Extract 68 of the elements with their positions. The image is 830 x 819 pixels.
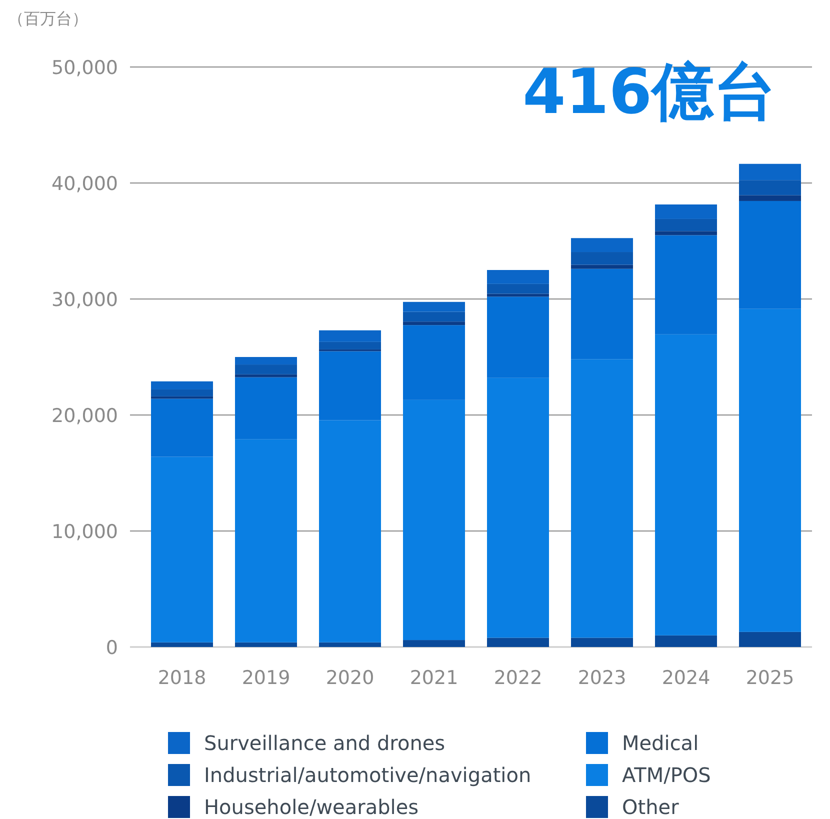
bar <box>655 635 717 647</box>
bar <box>403 322 465 326</box>
bar <box>403 400 465 640</box>
bar <box>319 642 381 647</box>
bar <box>739 632 801 647</box>
y-tick-label: 10,000 <box>52 521 118 543</box>
bar <box>319 330 381 342</box>
bar <box>151 642 213 647</box>
bar <box>655 204 717 219</box>
bar <box>571 238 633 252</box>
bar <box>235 377 297 440</box>
legend-label: Other <box>622 795 680 819</box>
y-tick-label: 50,000 <box>52 57 118 79</box>
bar <box>571 252 633 265</box>
x-tick-label: 2025 <box>746 667 794 689</box>
bar <box>487 284 549 294</box>
bar <box>571 268 633 360</box>
bar <box>235 642 297 647</box>
bar <box>487 638 549 647</box>
x-tick-label: 2020 <box>326 667 374 689</box>
bar <box>403 640 465 647</box>
legend-label: Industrial/automotive/navigation <box>204 763 532 787</box>
bar <box>151 398 213 457</box>
x-tick-label: 2021 <box>410 667 458 689</box>
bar <box>403 312 465 322</box>
bar <box>655 231 717 236</box>
bar <box>235 357 297 365</box>
bar <box>487 378 549 638</box>
bar <box>487 296 549 378</box>
legend-label: Surveillance and drones <box>204 731 446 755</box>
bar <box>571 638 633 647</box>
bar <box>739 200 801 309</box>
y-tick-label: 0 <box>106 637 118 659</box>
bar <box>571 359 633 638</box>
bar <box>655 218 717 232</box>
bar <box>319 351 381 420</box>
x-tick-label: 2023 <box>578 667 626 689</box>
bar <box>403 325 465 400</box>
bar <box>151 396 213 399</box>
bar <box>655 334 717 636</box>
x-tick-label: 2024 <box>662 667 710 689</box>
y-tick-label: 20,000 <box>52 405 118 427</box>
bar <box>151 381 213 390</box>
y-axis-title: （百万台） <box>8 9 88 28</box>
bar <box>235 439 297 642</box>
x-tick-label: 2019 <box>242 667 290 689</box>
x-tick-label: 2022 <box>494 667 542 689</box>
bar <box>739 164 801 180</box>
bar <box>655 235 717 334</box>
bar <box>235 374 297 378</box>
bar <box>571 264 633 269</box>
y-tick-label: 30,000 <box>52 289 118 311</box>
legend-label: ATM/POS <box>622 763 711 787</box>
legend-label: Medical <box>622 731 699 755</box>
bar <box>739 308 801 632</box>
bar <box>739 195 801 201</box>
bar <box>487 270 549 284</box>
x-tick-label: 2018 <box>158 667 206 689</box>
chart-title: 416億台 <box>522 55 776 128</box>
bar <box>403 302 465 312</box>
bar <box>151 389 213 396</box>
bar <box>319 420 381 642</box>
legend-label: Househole/wearables <box>204 795 419 819</box>
bar <box>319 342 381 350</box>
bar <box>235 364 297 374</box>
bar <box>151 456 213 642</box>
bar <box>739 180 801 196</box>
y-tick-label: 40,000 <box>52 173 118 195</box>
